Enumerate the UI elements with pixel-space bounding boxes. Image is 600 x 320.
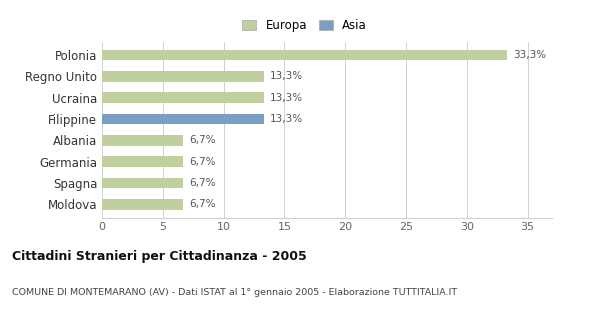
- Bar: [102, 92, 264, 103]
- Bar: [102, 71, 264, 82]
- Bar: [102, 199, 184, 210]
- Text: 6,7%: 6,7%: [190, 135, 216, 145]
- Bar: [102, 114, 264, 124]
- Bar: [102, 156, 184, 167]
- Text: 6,7%: 6,7%: [190, 178, 216, 188]
- Legend: Europa, Asia: Europa, Asia: [242, 19, 367, 32]
- Bar: [102, 178, 184, 188]
- Text: 13,3%: 13,3%: [270, 71, 303, 81]
- Text: 6,7%: 6,7%: [190, 156, 216, 167]
- Bar: [102, 135, 184, 146]
- Text: Cittadini Stranieri per Cittadinanza - 2005: Cittadini Stranieri per Cittadinanza - 2…: [12, 250, 307, 263]
- Text: 13,3%: 13,3%: [270, 114, 303, 124]
- Text: 6,7%: 6,7%: [190, 199, 216, 209]
- Text: 33,3%: 33,3%: [513, 50, 546, 60]
- Text: 13,3%: 13,3%: [270, 92, 303, 103]
- Text: COMUNE DI MONTEMARANO (AV) - Dati ISTAT al 1° gennaio 2005 - Elaborazione TUTTIT: COMUNE DI MONTEMARANO (AV) - Dati ISTAT …: [12, 288, 457, 297]
- Bar: [102, 50, 507, 60]
